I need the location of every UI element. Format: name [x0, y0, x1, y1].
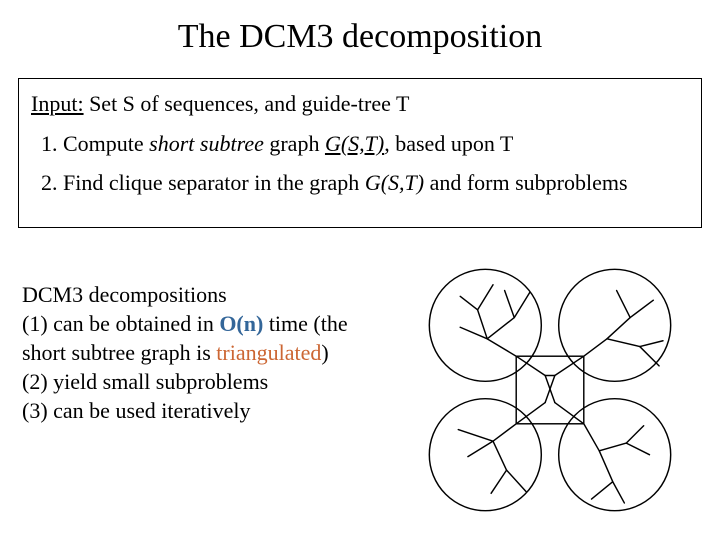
prop-3: (3) can be used iteratively [22, 396, 382, 425]
prop-2: (2) yield small subproblems [22, 367, 382, 396]
input-text: Set S of sequences, and guide-tree T [84, 91, 410, 116]
slide-title: The DCM3 decomposition [0, 18, 720, 56]
input-line: Input: Set S of sequences, and guide-tre… [31, 89, 691, 119]
step1-pre: 1. Compute [41, 131, 149, 156]
algorithm-box: Input: Set S of sequences, and guide-tre… [18, 78, 702, 228]
step1-graph: G(S,T) [325, 131, 384, 156]
step1-emph: short subtree [149, 131, 264, 156]
prop-heading: DCM3 decompositions [22, 280, 382, 309]
step-1: 1. Compute short subtree graph G(S,T), b… [31, 129, 691, 159]
input-label: Input: [31, 91, 84, 116]
step2-post: and form subproblems [424, 170, 627, 195]
prop1-a: (1) can be obtained in [22, 311, 219, 336]
step2-graph: G(S,T) [365, 170, 424, 195]
step-2: 2. Find clique separator in the graph G(… [31, 168, 691, 198]
step2-pre: 2. Find clique separator in the graph [41, 170, 365, 195]
step1-mid: graph [264, 131, 325, 156]
step1-post: , based upon T [384, 131, 513, 156]
properties-text: DCM3 decompositions (1) can be obtained … [22, 280, 382, 425]
prop1-complexity: O(n) [219, 311, 263, 336]
prop1-triangulated: triangulated [216, 340, 321, 365]
prop1-c: ) [321, 340, 328, 365]
prop-1: (1) can be obtained in O(n) time (the sh… [22, 309, 382, 367]
decomposition-diagram [400, 250, 700, 530]
